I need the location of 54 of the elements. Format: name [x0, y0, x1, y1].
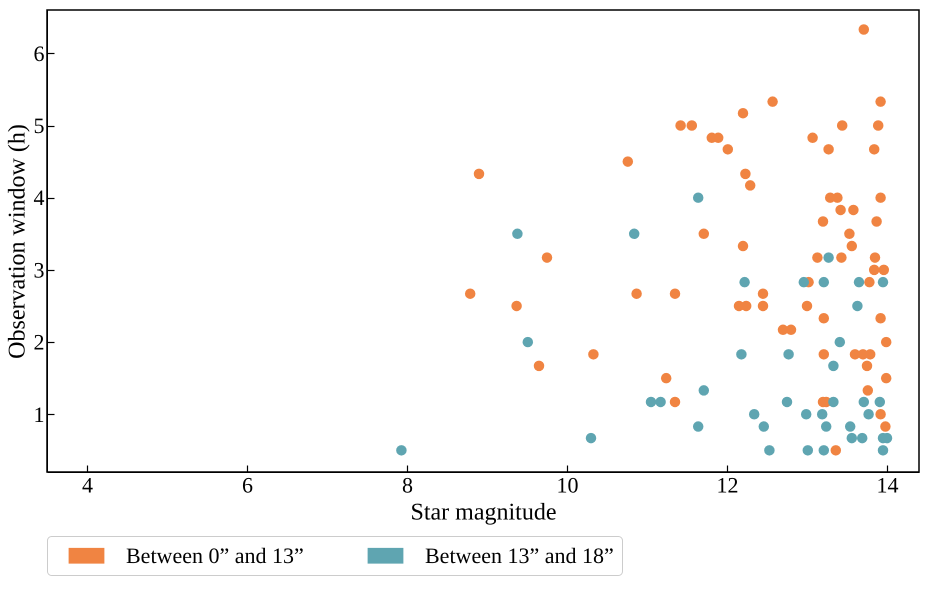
y-tick-label: 4 [34, 185, 44, 210]
x-tick-label: 14 [876, 472, 898, 498]
point [834, 336, 846, 348]
point [852, 300, 863, 312]
x-tick-label: 6 [242, 472, 253, 498]
point [782, 396, 792, 408]
y-tick-label: 2 [34, 330, 44, 355]
x-tick-label: 4 [82, 472, 93, 498]
x-axis-title: Star magnitude [410, 500, 556, 526]
y-tick-label: 6 [34, 40, 44, 66]
point [736, 349, 747, 360]
point [396, 445, 407, 456]
point [764, 445, 775, 456]
point [783, 349, 794, 360]
point [655, 396, 666, 408]
y-tick-label: 1 [34, 402, 44, 427]
point [818, 445, 830, 456]
point [748, 409, 760, 420]
point [698, 385, 710, 396]
y-axis-title: Observation window (h) [4, 124, 30, 359]
x-tick-label: 10 [556, 472, 578, 498]
point [846, 432, 858, 444]
point [798, 276, 810, 288]
point [646, 396, 656, 408]
point [823, 252, 834, 263]
point [856, 432, 868, 444]
y-tick-label: 5 [34, 113, 44, 138]
point [802, 445, 814, 456]
point [739, 276, 750, 288]
x-tick-label: 8 [402, 472, 413, 498]
point [816, 409, 828, 420]
point [628, 228, 640, 240]
point [844, 421, 856, 432]
point [800, 409, 812, 420]
point [858, 396, 870, 408]
point [878, 276, 888, 288]
point [692, 192, 704, 203]
legend-label: Between 0” and 13” [126, 542, 304, 568]
point [828, 396, 839, 408]
point [758, 421, 770, 432]
point [522, 336, 534, 348]
point [828, 360, 839, 372]
point [692, 421, 704, 432]
point [854, 276, 864, 288]
x-tick-label: 12 [716, 472, 738, 498]
point [820, 421, 832, 432]
y-tick-label: 3 [34, 257, 44, 282]
point [878, 445, 888, 456]
point [874, 396, 886, 408]
legend-label: Between 13” and 18” [425, 542, 614, 568]
point [818, 276, 830, 288]
point [586, 432, 596, 444]
point [512, 228, 523, 240]
point [863, 409, 874, 420]
